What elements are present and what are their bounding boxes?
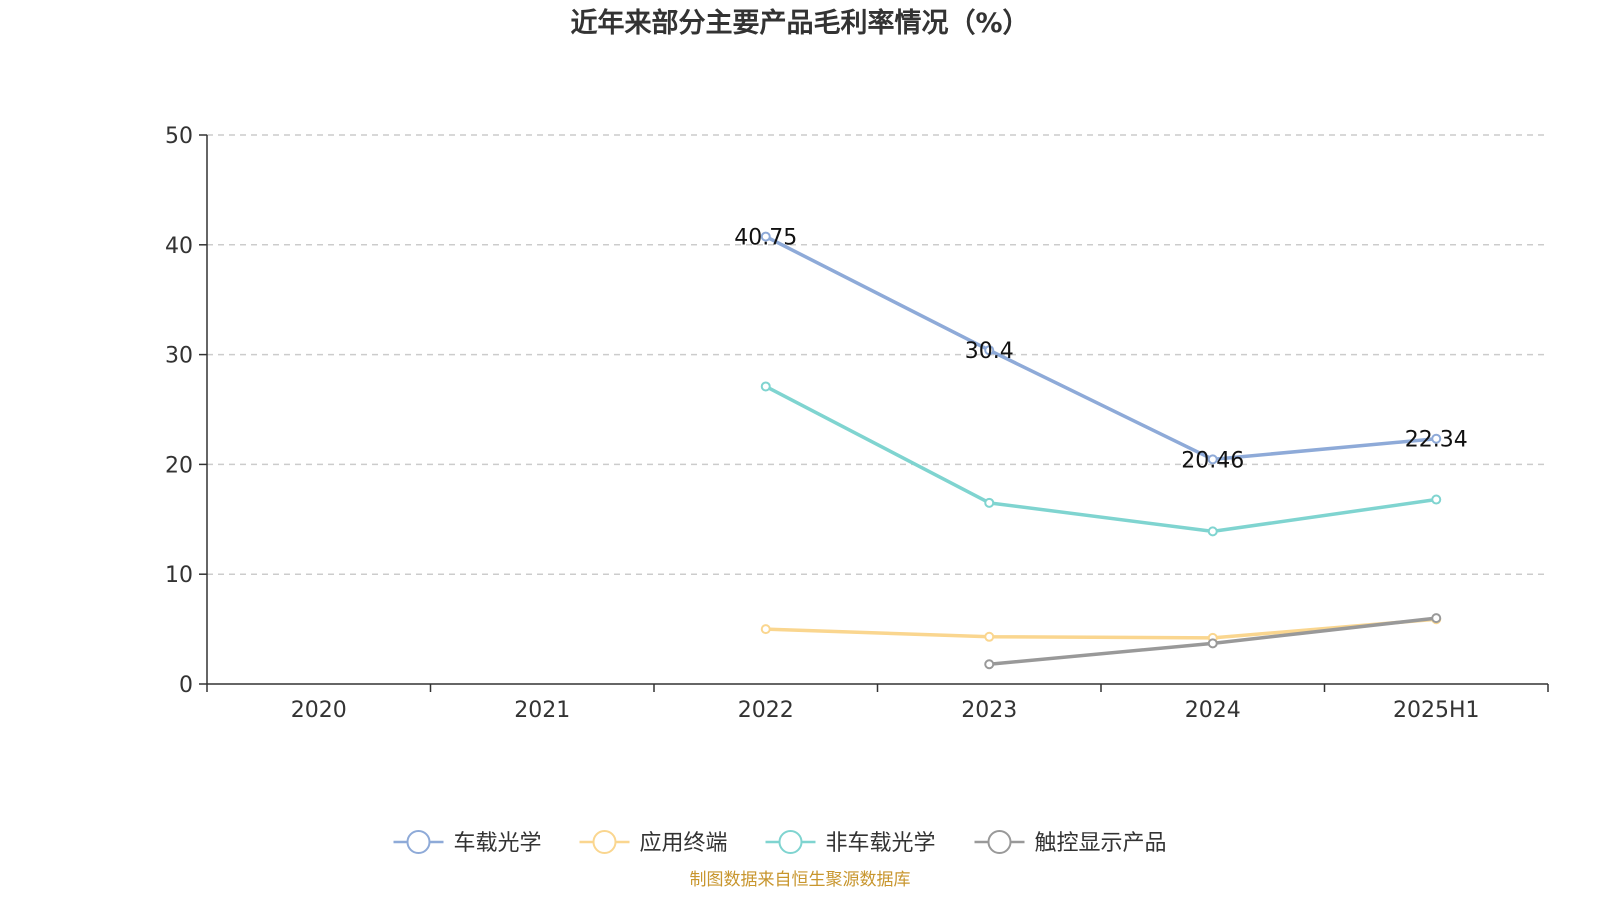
- legend-label: 应用终端: [640, 831, 728, 856]
- data-point: [1207, 454, 1218, 465]
- data-point: [1431, 494, 1442, 505]
- data-point: [984, 497, 995, 508]
- data-point: [984, 631, 995, 642]
- x-tick-label: 2024: [1185, 698, 1241, 723]
- legend-item: 车载光学: [393, 830, 542, 856]
- series-line: [764, 384, 1438, 534]
- x-tick-label: 2023: [961, 698, 1017, 723]
- series-line: [764, 617, 1438, 640]
- y-tick-label: 40: [165, 234, 193, 259]
- data-point: [1431, 433, 1442, 444]
- x-tick-label: 2021: [514, 698, 570, 723]
- series-3: [760, 381, 1442, 537]
- data-label: 22.34: [1405, 428, 1468, 453]
- x-tick-label: 2020: [291, 698, 347, 723]
- data-point: [760, 624, 771, 635]
- x-tick-label: 2025H1: [1393, 698, 1480, 723]
- legend-marker: [406, 830, 431, 854]
- chart-title: 近年来部分主要产品毛利率情况（%）: [570, 7, 1029, 39]
- grid: [207, 134, 1548, 575]
- y-tick-label: 30: [165, 344, 193, 369]
- legend-marker: [592, 830, 617, 854]
- y-tick-label: 20: [165, 453, 193, 478]
- legend-label: 车载光学: [454, 831, 542, 856]
- legend: 车载光学 应用终端 非车载光学 触控显示产品: [393, 830, 1167, 856]
- x-tick-label: 2022: [738, 698, 794, 723]
- data-point: [984, 659, 995, 670]
- legend-label: 非车载光学: [826, 831, 936, 856]
- legend-item: 应用终端: [579, 830, 728, 856]
- data-point: [1207, 526, 1218, 537]
- data-label: 40.75: [734, 226, 797, 251]
- y-tick-label: 50: [165, 124, 193, 149]
- legend-item: 非车载光学: [765, 830, 936, 856]
- source-note: 制图数据来自恒生聚源数据库: [690, 870, 911, 890]
- data-point: [1431, 613, 1442, 624]
- data-point: [760, 381, 771, 392]
- series-group: [760, 231, 1442, 670]
- data-point: [760, 231, 771, 242]
- series-line: [764, 234, 1438, 462]
- data-label: 20.46: [1181, 448, 1244, 473]
- legend-item: 触控显示产品: [974, 830, 1167, 856]
- series-4: [984, 613, 1442, 670]
- data-point: [984, 345, 995, 356]
- data-labels: 40.75 30.4 20.46 22.34: [734, 226, 1467, 474]
- data-point: [1207, 638, 1218, 649]
- data-label: 30.4: [965, 339, 1014, 364]
- series-1: [760, 231, 1442, 465]
- legend-marker: [778, 830, 803, 854]
- legend-marker: [987, 830, 1012, 854]
- y-tick-label: 0: [179, 673, 193, 698]
- axes: 0 10 20 30 40 50 2020 2021 2022 2023 2024 2025H1: [165, 124, 1549, 723]
- y-tick-label: 10: [165, 563, 193, 588]
- legend-label: 触控显示产品: [1035, 831, 1167, 856]
